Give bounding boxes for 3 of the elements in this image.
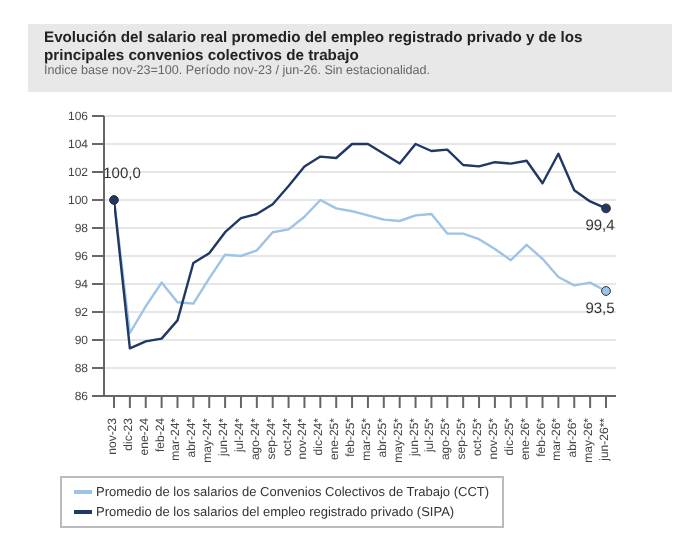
- point: [109, 195, 119, 205]
- point: [601, 286, 611, 296]
- point: [601, 203, 611, 214]
